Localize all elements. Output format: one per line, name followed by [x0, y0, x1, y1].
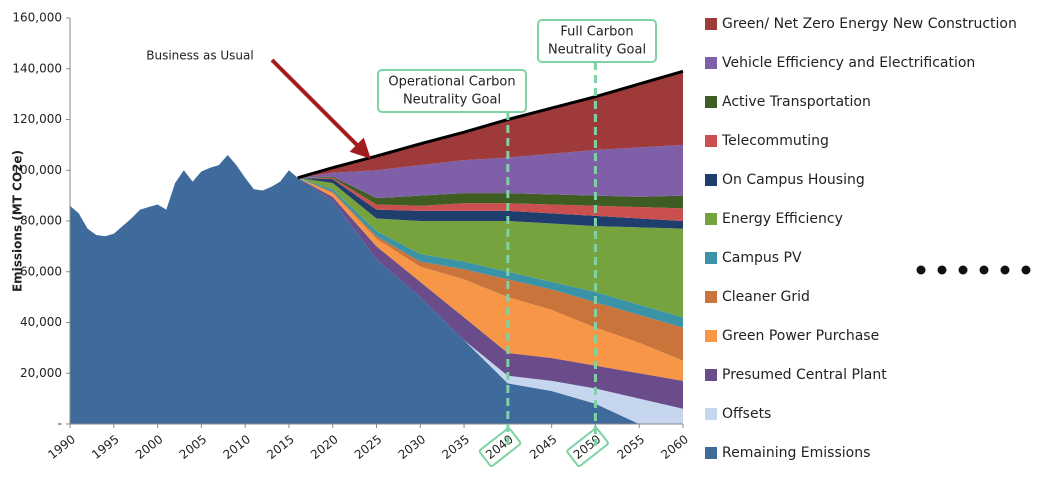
area: [70, 155, 683, 424]
legend-swatch: [705, 213, 717, 225]
bau-line: [297, 69, 684, 180]
legend-swatch: [705, 291, 717, 303]
y-tick-label: 160,000: [12, 11, 62, 25]
area: [297, 177, 683, 328]
more-dots: [916, 265, 1031, 275]
y-tick-label: 80,000: [20, 214, 62, 228]
areas: [70, 69, 684, 424]
area: [297, 177, 683, 221]
annotation-text: Neutrality Goal: [403, 93, 501, 108]
area: [297, 177, 683, 229]
legend-text: Remaining Emissions: [722, 445, 870, 461]
legend-text: Offsets: [722, 406, 771, 422]
x-tick-highlight: [566, 427, 609, 468]
annotation-text: Operational Carbon: [388, 75, 515, 90]
dot: [979, 265, 989, 275]
dot: [937, 265, 947, 275]
legend-text: On Campus Housing: [722, 172, 865, 188]
area: [297, 177, 683, 361]
annotation-box: [537, 19, 657, 63]
legend-text: Energy Efficiency: [722, 211, 843, 227]
legend-text: Cleaner Grid: [722, 289, 810, 305]
area: [297, 177, 683, 318]
x-tick-label: 2035: [439, 432, 472, 462]
x-tick-label: 2060: [658, 432, 691, 462]
legend-text: Campus PV: [722, 250, 802, 266]
x-tick-label: 2055: [615, 432, 648, 462]
area: [297, 177, 683, 381]
x-tick-label: 2020: [308, 432, 341, 462]
legend-text: Active Transportation: [722, 94, 871, 110]
y-tick-label: -: [58, 417, 62, 431]
legend-swatch: [705, 96, 717, 108]
x-tick-label: 2000: [133, 432, 166, 462]
y-tick-label: 120,000: [12, 112, 62, 126]
annotation-text: Full Carbon: [560, 25, 633, 40]
y-tick-label: 100,000: [12, 163, 62, 177]
legend-swatch: [705, 57, 717, 69]
annotations: Business as Usual Operational Carbon Neutr…: [146, 19, 657, 446]
legend-swatch: [705, 447, 717, 459]
annotation-arrow: [270, 58, 371, 159]
area: [297, 177, 683, 409]
legend-text: Green/ Net Zero Energy New Construction: [722, 16, 1017, 32]
annotation-text: Neutrality Goal: [548, 43, 646, 58]
legend-text: Telecommuting: [721, 133, 829, 149]
legend-swatch: [705, 408, 717, 420]
legend-text: Green Power Purchase: [722, 328, 879, 344]
dot: [916, 265, 926, 275]
x-tick-label: 2010: [220, 432, 253, 462]
x-tick-label: 2005: [177, 432, 210, 462]
area: [297, 176, 683, 209]
y-tick-label: 40,000: [20, 315, 62, 329]
legend: Remaining Emissions Offsets Presumed Centr…: [705, 16, 1017, 461]
legend-swatch: [705, 174, 717, 186]
legend-swatch: [705, 135, 717, 147]
annotation-text: Business as Usual: [146, 49, 253, 63]
x-tick-label: 2025: [352, 432, 385, 462]
legend-text: Presumed Central Plant: [722, 367, 887, 383]
legend-swatch: [705, 369, 717, 381]
y-axis-label: Emissions (MT CO2e): [11, 150, 25, 292]
dot: [958, 265, 968, 275]
y-tick-label: 60,000: [20, 264, 62, 278]
annotation-box: [377, 69, 527, 113]
legend-text: Vehicle Efficiency and Electrification: [722, 55, 975, 71]
dot: [1021, 265, 1031, 275]
x-tick-label: 1995: [89, 432, 122, 462]
dot: [1000, 265, 1010, 275]
legend-swatch: [705, 330, 717, 342]
x-tick-label: 2030: [396, 432, 429, 462]
x-tick-label: 2015: [264, 432, 297, 462]
x-tick-label: 1990: [45, 432, 78, 462]
x-tick-highlight: [478, 427, 522, 468]
legend-swatch: [705, 252, 717, 264]
area: [297, 144, 683, 199]
y-tick-label: 140,000: [12, 61, 62, 75]
y-tick-label: 20,000: [20, 366, 62, 380]
legend-swatch: [705, 18, 717, 30]
x-tick-label: 2045: [527, 432, 560, 462]
